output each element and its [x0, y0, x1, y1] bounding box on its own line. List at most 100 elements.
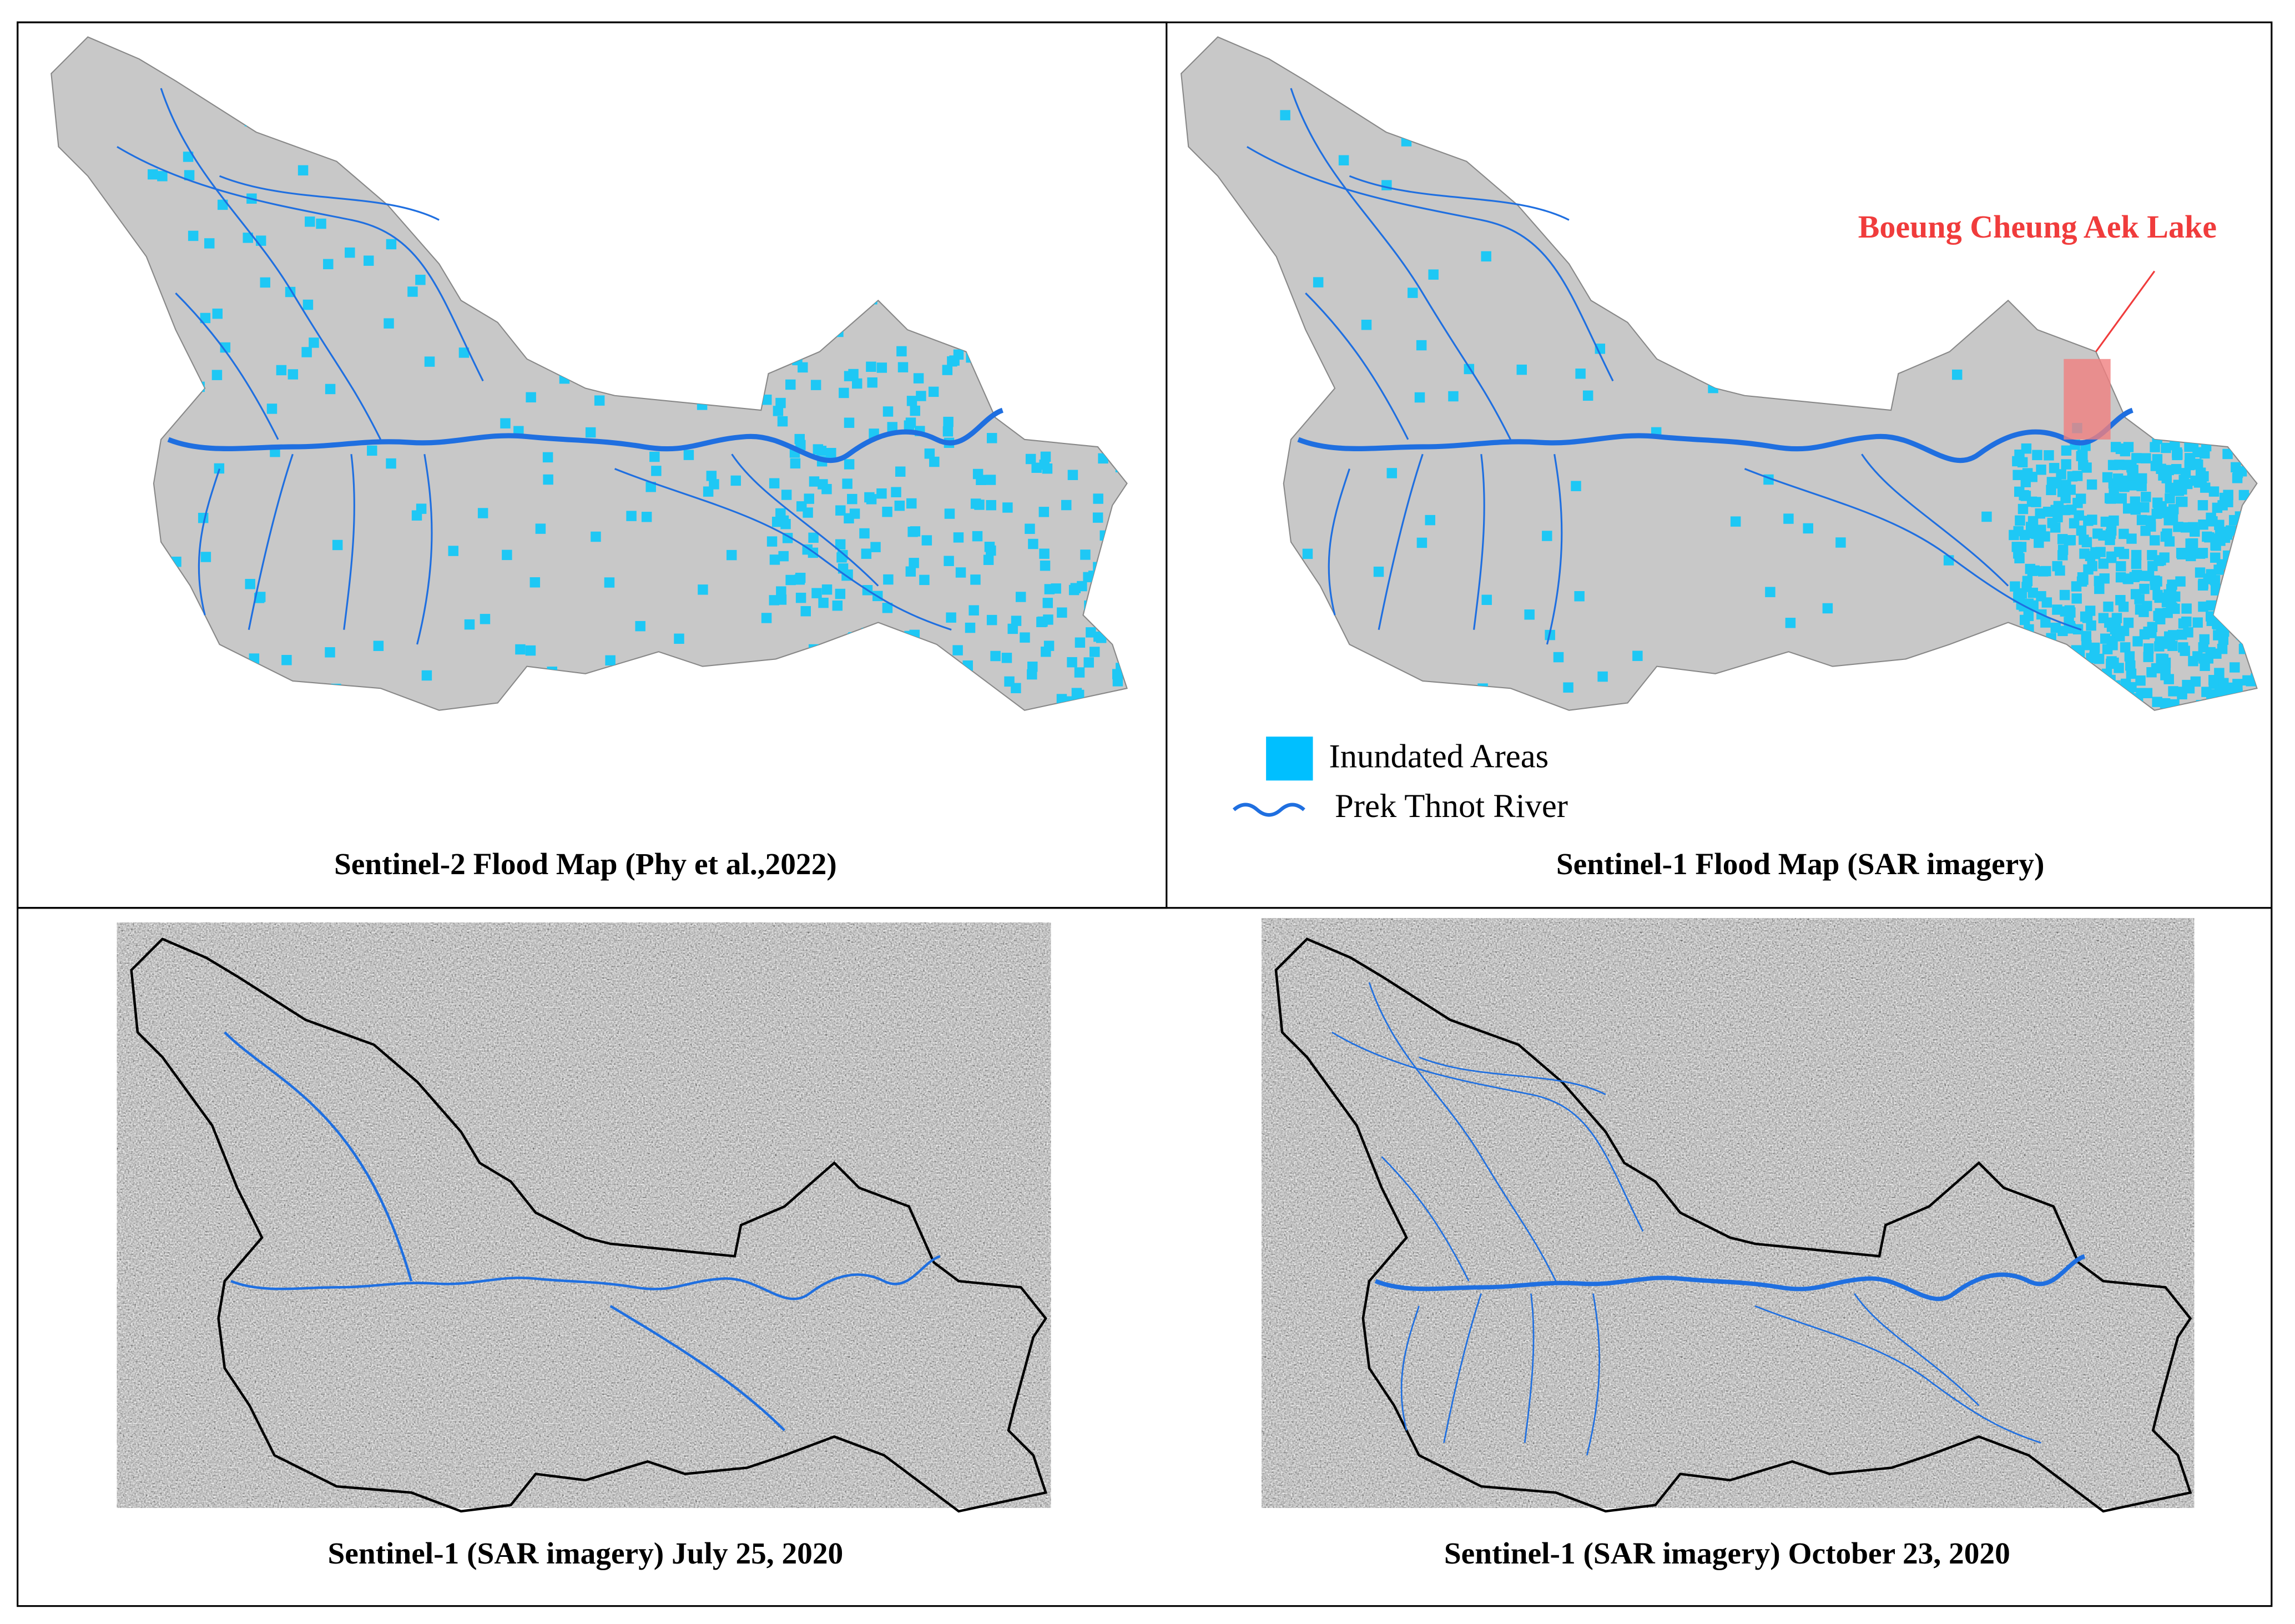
inundated-cell: [2059, 683, 2069, 693]
inundated-cell: [407, 286, 418, 297]
inundated-cell: [2217, 500, 2228, 511]
inundated-cell: [2243, 692, 2254, 702]
inundated-cell: [921, 94, 932, 105]
inundated-cell: [824, 179, 835, 189]
inundated-cell: [1039, 548, 1050, 559]
inundated-cell: [2190, 676, 2201, 687]
inundated-cell: [2208, 486, 2220, 497]
inundated-cell: [1003, 380, 1014, 391]
inundated-cell: [2104, 196, 2115, 207]
inundated-cell: [1416, 340, 1427, 351]
inundated-cell: [2056, 198, 2066, 209]
inundated-cell: [2225, 330, 2236, 341]
inundated-cell: [2170, 440, 2180, 451]
inundated-cell: [2214, 668, 2225, 678]
inundated-cell: [302, 299, 314, 310]
inundated-cell: [897, 362, 909, 372]
inundated-cell: [2242, 600, 2253, 611]
inundated-cell: [1089, 647, 1100, 657]
inundated-cell: [2215, 536, 2226, 546]
inundated-cell: [2120, 446, 2131, 457]
inundated-cell: [1042, 598, 1053, 608]
inundated-cell: [916, 391, 926, 401]
inundated-cell: [1028, 538, 1038, 549]
inundated-cell: [994, 384, 1005, 394]
inundated-cell: [1121, 519, 1127, 529]
inundated-cell: [386, 458, 396, 469]
inundated-cell: [2176, 92, 2186, 103]
inundated-cell: [776, 323, 787, 334]
inundated-cell: [925, 208, 936, 218]
inundated-cell: [245, 579, 255, 589]
inundated-cell: [940, 88, 951, 99]
inundated-cell: [861, 215, 871, 226]
inundated-cell: [1730, 516, 1741, 527]
inundated-cell: [2089, 642, 2100, 653]
inundated-cell: [706, 471, 717, 481]
inundated-cell: [1571, 481, 1581, 491]
inundated-cell: [2126, 682, 2137, 693]
inundated-cell: [2192, 447, 2203, 458]
inundated-cell: [480, 614, 491, 624]
inundated-cell: [493, 158, 503, 169]
inundated-cell: [2086, 479, 2097, 490]
inundated-cell: [2198, 520, 2208, 530]
inundated-cell: [1835, 537, 1846, 548]
inundated-cell: [2150, 535, 2160, 546]
inundated-cell: [287, 369, 299, 380]
inundated-cell: [2027, 587, 2038, 598]
inundated-cell: [2081, 640, 2092, 650]
inundated-cell: [2010, 683, 2021, 694]
inundated-cell: [559, 373, 570, 384]
inundated-cell: [1067, 470, 1078, 481]
inundated-cell: [2016, 542, 2027, 552]
caption: Sentinel-2 Flood Map (Phy et al.,2022): [334, 847, 837, 881]
inundated-cell: [1121, 446, 1127, 457]
inundated-cell: [2160, 698, 2171, 709]
inundated-cell: [1386, 468, 1397, 478]
inundated-cell: [2099, 297, 2110, 308]
inundated-cell: [2014, 173, 2025, 183]
inundated-cell: [2041, 597, 2052, 608]
inundated-cell: [1056, 694, 1067, 704]
inundated-cell: [921, 535, 932, 546]
inundated-cell: [2143, 643, 2154, 654]
inundated-cell: [2116, 561, 2126, 572]
inundated-cell: [785, 574, 796, 586]
inundated-cell: [2074, 510, 2084, 521]
inundated-cell: [1542, 531, 1552, 541]
inundated-cell: [2014, 486, 2025, 497]
inundated-cell: [2175, 576, 2186, 587]
inundated-cell: [2163, 674, 2174, 684]
inundated-cell: [2180, 384, 2191, 395]
inundated-cell: [811, 588, 822, 598]
inundated-cell: [1729, 250, 1739, 260]
inundated-cell: [325, 647, 335, 658]
inundated-cell: [913, 373, 924, 384]
sar-panel-2: [1262, 918, 2195, 1511]
inundated-cell: [761, 613, 772, 623]
inundated-cell: [416, 503, 427, 514]
inundated-cell: [1643, 133, 1653, 144]
inundated-cell: [975, 176, 985, 187]
inundated-cell: [844, 513, 854, 524]
inundated-cell: [882, 603, 893, 613]
inundated-cell: [2100, 516, 2111, 527]
inundated-cell: [809, 211, 820, 222]
inundated-cell: [2087, 692, 2099, 703]
inundated-cell: [200, 552, 211, 562]
inundated-cell: [861, 628, 872, 638]
inundated-cell: [986, 614, 997, 626]
inundated-cell: [1043, 640, 1055, 651]
inundated-cell: [942, 426, 954, 437]
inundated-cell: [730, 475, 741, 486]
inundated-cell: [815, 116, 825, 127]
inundated-cell: [884, 645, 894, 656]
inundated-cell: [2107, 640, 2118, 650]
inundated-cell: [2206, 611, 2216, 622]
inundated-cell: [2177, 687, 2187, 697]
inundated-cell: [2141, 492, 2151, 502]
inundated-cell: [905, 566, 916, 577]
inundated-cell: [2127, 480, 2137, 491]
inundated-cell: [1040, 451, 1051, 462]
